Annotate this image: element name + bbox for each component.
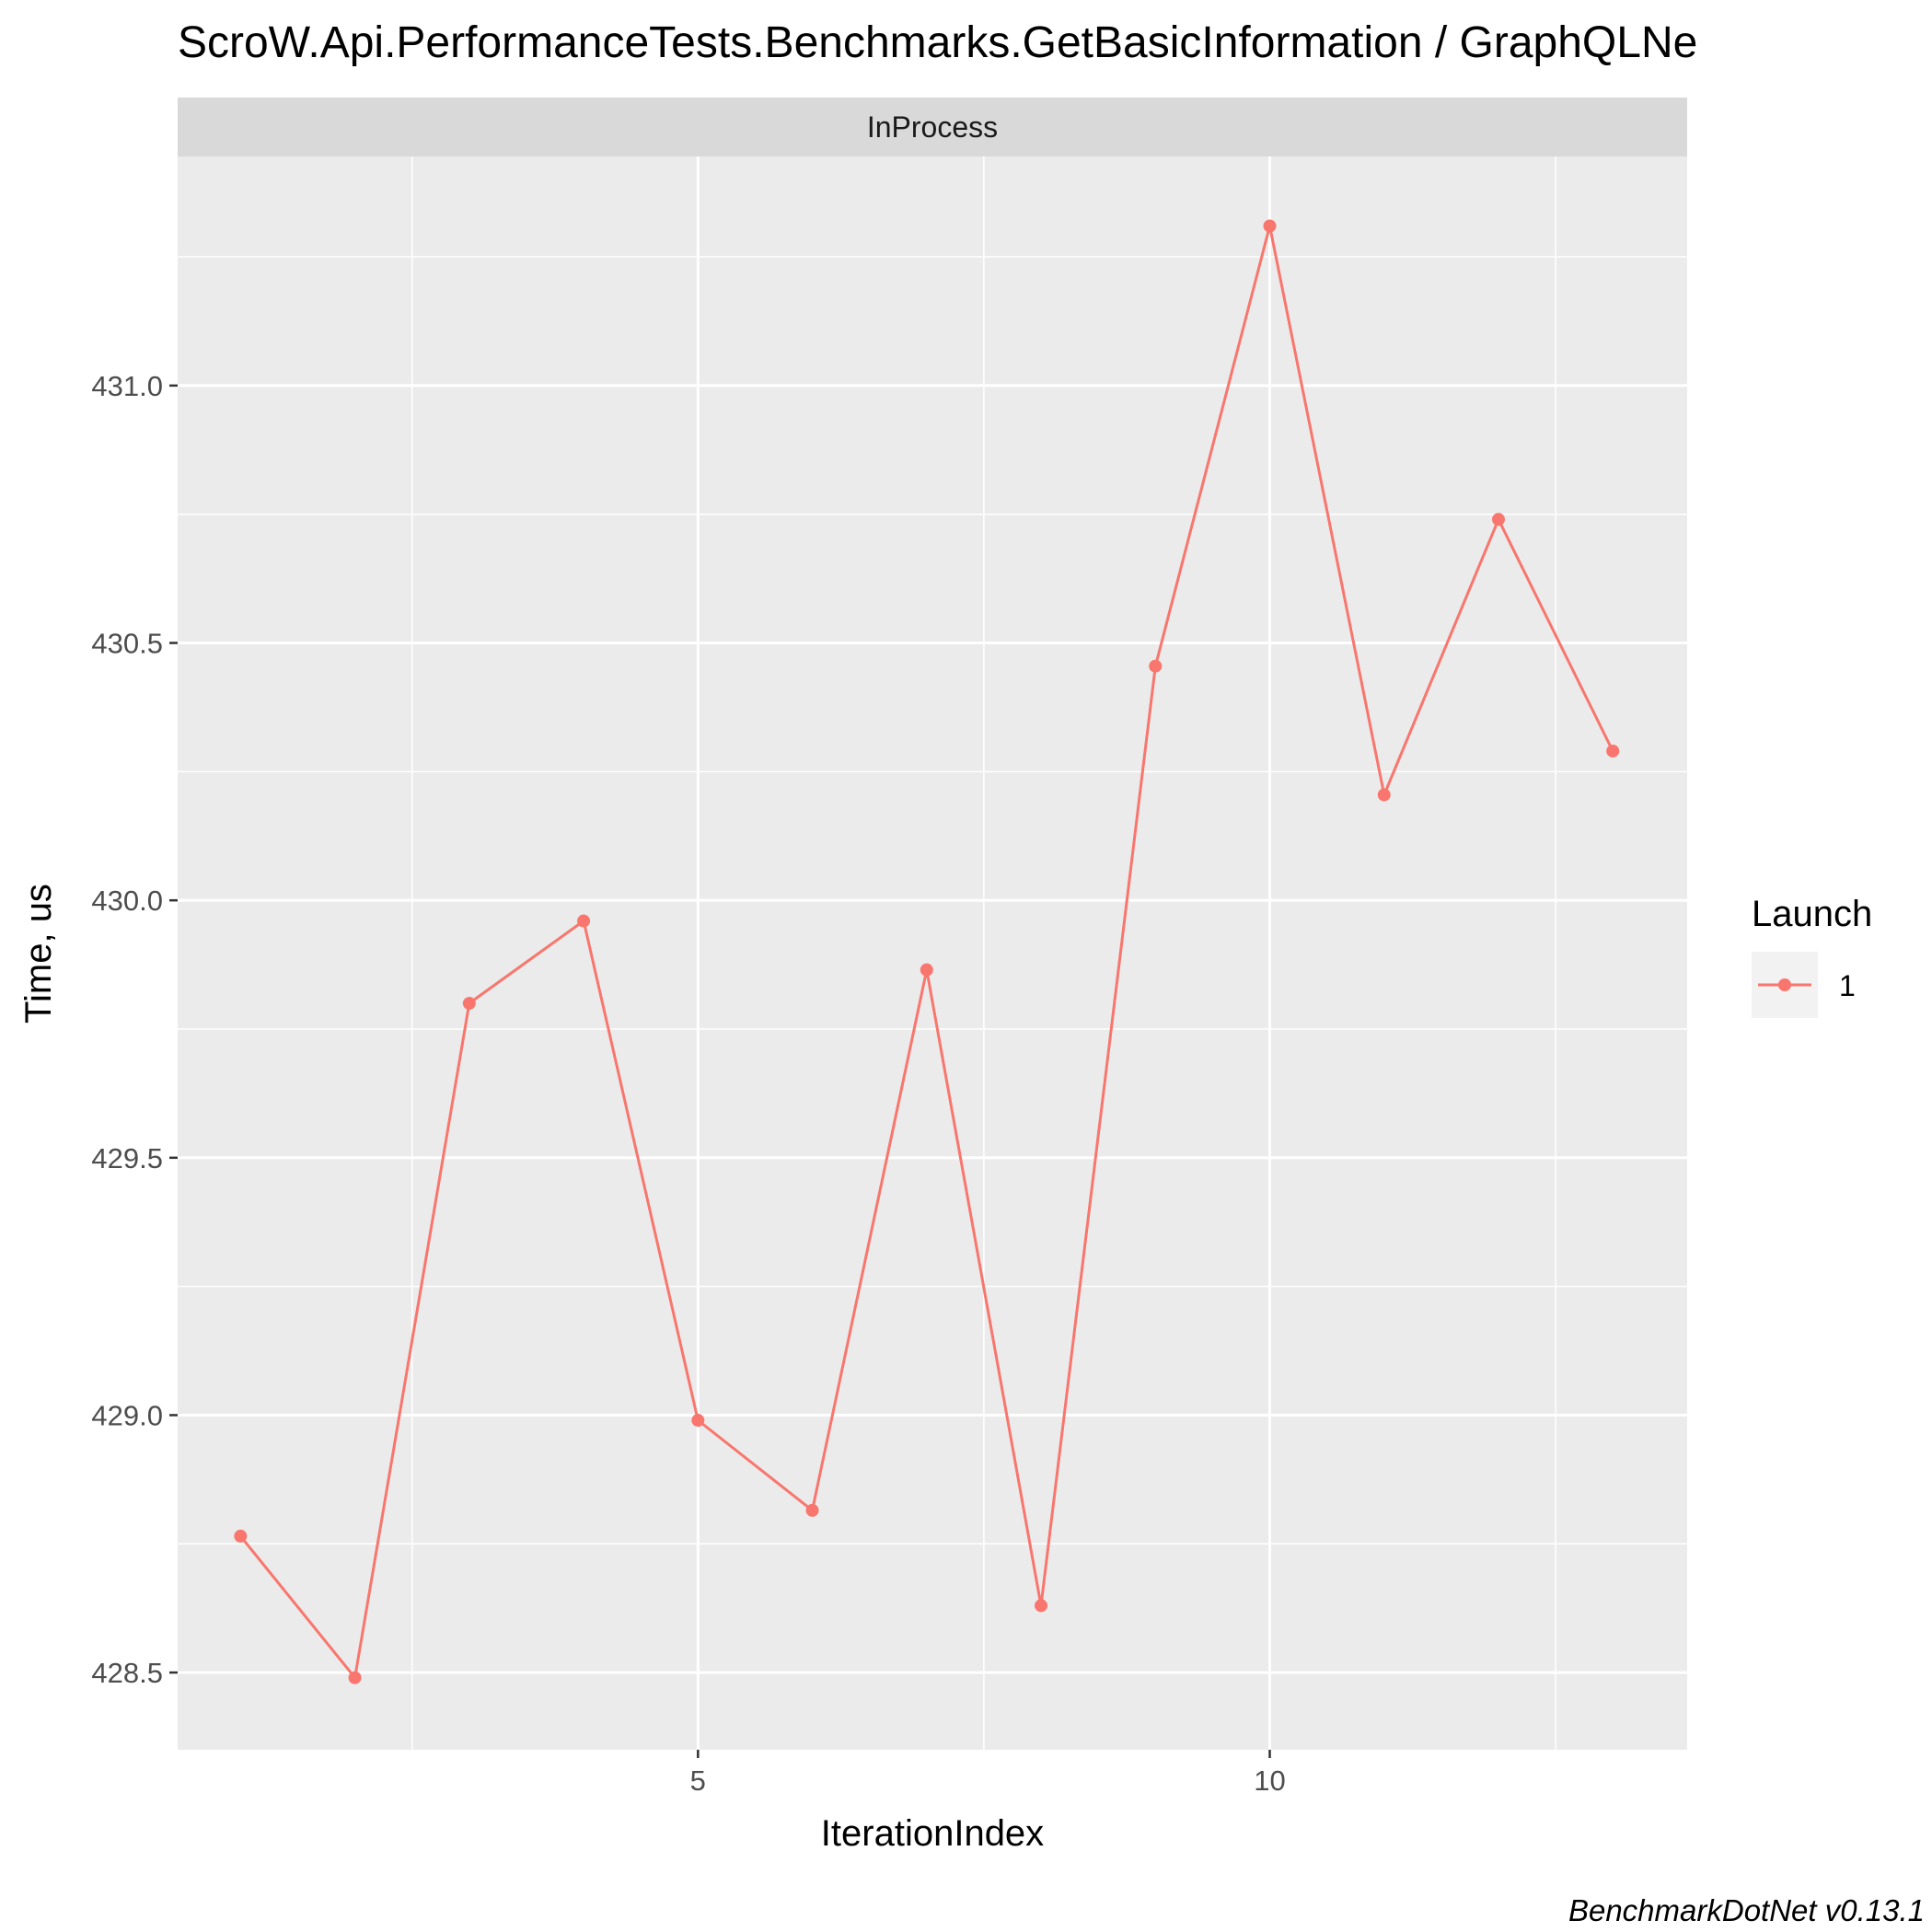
legend-label: 1 (1839, 969, 1856, 1002)
data-point (805, 1503, 819, 1517)
major-gridlines (178, 156, 1687, 1750)
plot-panel (178, 156, 1687, 1750)
y-tick-label: 430.0 (91, 885, 163, 917)
y-tick-label: 430.5 (91, 628, 163, 660)
y-tick-label: 428.5 (91, 1657, 163, 1689)
x-axis: 5 10 (690, 1750, 1286, 1797)
data-point (1606, 744, 1620, 758)
y-tick-label: 429.5 (91, 1142, 163, 1174)
x-tick-label: 10 (1254, 1764, 1285, 1797)
legend-key-point (1778, 978, 1791, 991)
facet-strip-label: InProcess (867, 110, 998, 144)
data-point (691, 1414, 705, 1428)
x-tick-label: 5 (690, 1764, 706, 1797)
data-point (1492, 513, 1505, 526)
y-axis: 428.5 429.0 429.5 430.0 430.5 431.0 (91, 370, 178, 1689)
data-point (1149, 659, 1163, 673)
data-point (348, 1671, 362, 1684)
x-axis-title: IterationIndex (821, 1813, 1044, 1854)
chart-title: ScroW.Api.PerformanceTests.Benchmarks.Ge… (178, 18, 1697, 67)
y-axis-title: Time, us (18, 884, 59, 1024)
y-tick-label: 431.0 (91, 370, 163, 402)
legend-title: Launch (1752, 894, 1872, 934)
data-point (920, 963, 933, 977)
y-tick-label: 429.0 (91, 1399, 163, 1431)
data-point (462, 997, 476, 1011)
facet-strip (178, 98, 1687, 156)
data-point (1035, 1599, 1048, 1613)
minor-gridlines (178, 156, 1687, 1750)
data-point (1377, 788, 1391, 802)
data-point (234, 1529, 248, 1543)
caption: BenchmarkDotNet v0.13.1 (1568, 1893, 1925, 1927)
data-point (1263, 219, 1277, 233)
series-points (234, 219, 1620, 1684)
legend: Launch 1 (1752, 894, 1872, 1018)
data-point (577, 914, 591, 928)
